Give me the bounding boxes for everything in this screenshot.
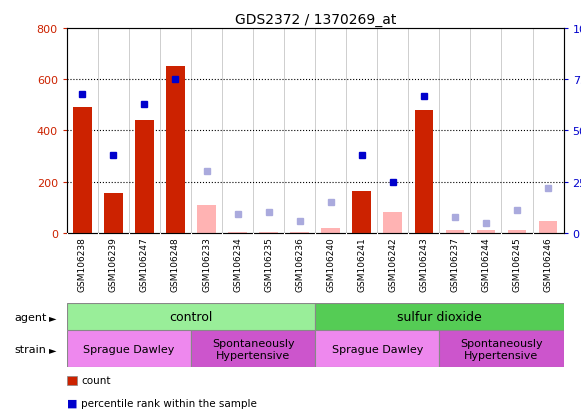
- Bar: [446, 231, 464, 233]
- Text: percentile rank within the sample: percentile rank within the sample: [81, 398, 257, 408]
- Text: ►: ►: [49, 312, 56, 322]
- Bar: [191, 330, 315, 368]
- Text: strain: strain: [15, 344, 46, 354]
- Bar: [353, 191, 371, 233]
- Bar: [321, 229, 340, 233]
- Bar: [539, 221, 557, 233]
- Bar: [415, 111, 433, 233]
- Text: Sprague Dawley: Sprague Dawley: [83, 344, 175, 354]
- Bar: [259, 232, 278, 233]
- Bar: [67, 304, 315, 330]
- Bar: [476, 231, 495, 233]
- Text: Spontaneously
Hypertensive: Spontaneously Hypertensive: [460, 338, 543, 360]
- Text: GSM106248: GSM106248: [171, 237, 180, 292]
- Text: agent: agent: [15, 312, 47, 322]
- Bar: [135, 121, 154, 233]
- Text: GSM106241: GSM106241: [357, 237, 366, 292]
- Bar: [508, 231, 526, 233]
- Text: Spontaneously
Hypertensive: Spontaneously Hypertensive: [212, 338, 295, 360]
- Text: GSM106245: GSM106245: [512, 237, 522, 292]
- Text: ►: ►: [49, 344, 56, 354]
- Bar: [228, 232, 247, 233]
- Bar: [197, 206, 216, 233]
- Text: GSM106240: GSM106240: [326, 237, 335, 292]
- Title: GDS2372 / 1370269_at: GDS2372 / 1370269_at: [235, 12, 396, 26]
- Bar: [290, 232, 309, 233]
- Bar: [439, 330, 564, 368]
- Bar: [166, 67, 185, 233]
- Text: GSM106239: GSM106239: [109, 237, 118, 292]
- Text: ■: ■: [67, 398, 77, 408]
- Text: GSM106234: GSM106234: [233, 237, 242, 292]
- Bar: [73, 108, 92, 233]
- Text: GSM106246: GSM106246: [544, 237, 553, 292]
- Text: GSM106237: GSM106237: [450, 237, 460, 292]
- Text: GSM106243: GSM106243: [419, 237, 428, 292]
- Bar: [383, 213, 402, 233]
- Text: GSM106236: GSM106236: [295, 237, 304, 292]
- Text: GSM106233: GSM106233: [202, 237, 211, 292]
- Text: GSM106244: GSM106244: [482, 237, 490, 291]
- Text: GSM106247: GSM106247: [140, 237, 149, 292]
- Text: count: count: [81, 375, 111, 385]
- Bar: [315, 304, 564, 330]
- Bar: [67, 330, 191, 368]
- Text: GSM106238: GSM106238: [78, 237, 87, 292]
- Text: control: control: [169, 311, 213, 323]
- Bar: [104, 194, 123, 233]
- Text: GSM106235: GSM106235: [264, 237, 273, 292]
- Bar: [315, 330, 439, 368]
- Text: sulfur dioxide: sulfur dioxide: [397, 311, 482, 323]
- Text: Sprague Dawley: Sprague Dawley: [332, 344, 423, 354]
- Text: GSM106242: GSM106242: [388, 237, 397, 291]
